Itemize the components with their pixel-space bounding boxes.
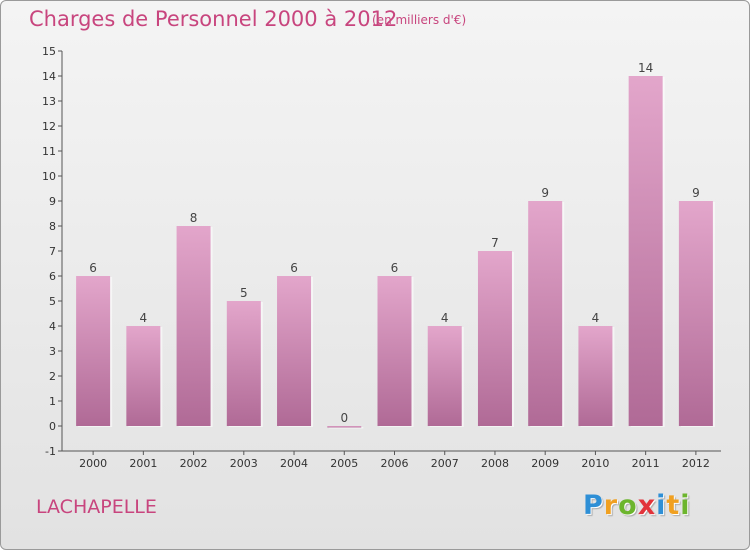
y-tick-label: 9 [49,195,56,208]
bar [277,276,312,426]
x-tick-label: 2006 [381,457,409,470]
logo-letter: i [656,490,667,521]
bar [578,326,613,426]
bar-value-label: 4 [592,311,600,325]
proxiti-logo: Proxiti [583,490,691,521]
y-tick-label: 7 [49,245,56,258]
bar [528,201,563,426]
y-tick-label: 12 [42,120,56,133]
y-tick-label: 8 [49,220,56,233]
x-tick-label: 2004 [280,457,308,470]
chart-title: Charges de Personnel 2000 à 2012 [29,7,398,31]
x-tick-label: 2002 [180,457,208,470]
y-tick-label: 14 [42,70,56,83]
x-tick-label: 2000 [79,457,107,470]
x-tick-label: 2010 [581,457,609,470]
bar-layer: 6 4 8 5 6 0 6 4 7 9 4 14 9 [76,61,715,429]
bar [226,301,261,426]
bar-value-label: 0 [340,411,348,425]
x-tick-label: 2012 [682,457,710,470]
logo-letter: i [680,490,691,521]
bar [427,326,462,426]
bar-value-label: 7 [491,236,499,250]
x-tick-label: 2011 [632,457,660,470]
logo-letter: r [603,490,619,521]
bar [377,276,412,426]
logo-letter: x [637,490,657,521]
bar [477,251,512,426]
x-tick-label: 2008 [481,457,509,470]
chart-subtitle: (en milliers d'€) [372,13,467,27]
bar-value-label: 6 [391,261,399,275]
y-tick-label: 15 [42,45,56,58]
y-tick-label: 5 [49,295,56,308]
logo-letter: o [618,490,638,521]
y-tick-label: 4 [49,320,56,333]
y-tick-label: 0 [49,420,56,433]
bar-value-label: 6 [89,261,97,275]
y-tick-label: 2 [49,370,56,383]
bar [628,76,663,426]
bar [678,201,713,426]
x-tick-label: 2001 [129,457,157,470]
x-tick-label: 2005 [330,457,358,470]
y-tick-label: 11 [42,145,56,158]
bar-value-label: 8 [190,211,198,225]
commune-name: LACHAPELLE [36,496,157,518]
bar-shadow [329,427,364,429]
bar [76,276,111,426]
y-tick-label: 3 [49,345,56,358]
bar-value-label: 14 [638,61,653,75]
bar-value-label: 4 [441,311,449,325]
bar [176,226,211,426]
bar-value-label: 6 [290,261,298,275]
y-tick-label: 6 [49,270,56,283]
logo-letter: P [583,490,604,521]
bar [327,426,362,428]
y-tick-label: 10 [42,170,56,183]
bar-value-label: 4 [140,311,148,325]
bar-value-label: 9 [541,186,549,200]
bar-value-label: 9 [692,186,700,200]
logo-letter: t [666,490,681,521]
x-tick-label: 2007 [431,457,459,470]
y-tick-label: 1 [49,395,56,408]
y-tick-label: -1 [45,445,56,458]
y-tick-label: 13 [42,95,56,108]
x-tick-label: 2003 [230,457,258,470]
bar [126,326,161,426]
x-tick-label: 2009 [531,457,559,470]
bar-value-label: 5 [240,286,248,300]
